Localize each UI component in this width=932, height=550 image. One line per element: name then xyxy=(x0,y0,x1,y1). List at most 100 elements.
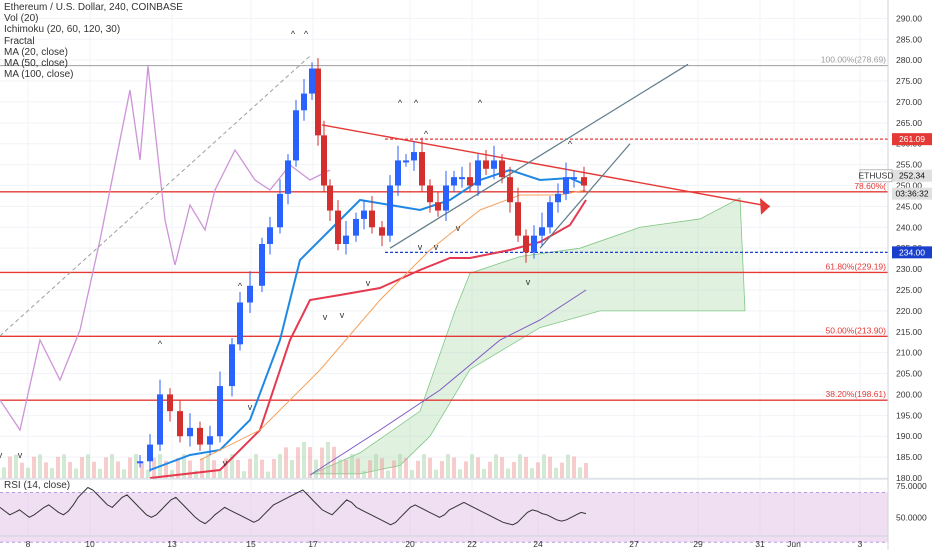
volume-bar xyxy=(296,447,300,478)
volume-bar xyxy=(356,458,360,478)
legend-item-ma100[interactable]: MA (100, close) xyxy=(4,69,74,81)
price-label-box xyxy=(892,246,932,259)
indicator-legend: Ethereum / U.S. Dollar, 240, COINBASE Vo… xyxy=(4,2,183,80)
fractal-up-marker: ^ xyxy=(158,339,163,349)
candle-body xyxy=(217,386,223,437)
time-tick-label: 20 xyxy=(405,539,415,549)
time-tick-label: 24 xyxy=(533,539,543,549)
price-tick-label: 280.00 xyxy=(896,55,922,65)
price-label-box xyxy=(892,133,932,146)
time-tick-label: 27 xyxy=(629,539,639,549)
candle-body xyxy=(229,344,235,387)
candle-body xyxy=(197,427,203,445)
candle-body xyxy=(237,302,243,345)
rsi-tick-label: 50.0000 xyxy=(896,512,927,522)
candle-body xyxy=(277,193,283,228)
price-tick-label: 195.00 xyxy=(896,410,922,420)
volume-bar xyxy=(20,462,24,478)
legend-item-ma50[interactable]: MA (50, close) xyxy=(4,58,68,70)
ma100-line xyxy=(309,289,587,476)
volume-bar xyxy=(104,457,108,478)
volume-bar xyxy=(458,469,462,478)
candle-body xyxy=(515,202,521,236)
candle-body xyxy=(403,160,409,163)
candle-body xyxy=(459,177,465,180)
candle-body xyxy=(467,177,473,186)
volume-bar xyxy=(464,461,468,478)
volume-bar xyxy=(446,454,450,478)
legend-item-ichimoku[interactable]: Ichimoku (20, 60, 120, 30) xyxy=(4,24,121,36)
candle-body xyxy=(157,394,163,445)
fib-label: 61.80%(229.19) xyxy=(826,261,887,271)
volume-bar xyxy=(554,467,558,478)
price-label-text: ETHUSD xyxy=(859,171,894,181)
candle-body xyxy=(475,160,481,186)
candlesticks xyxy=(137,58,587,472)
time-tick-label: 13 xyxy=(167,539,177,549)
price-label-text: 234.00 xyxy=(899,247,925,257)
fractal-down-marker: v xyxy=(323,312,328,322)
candle-body xyxy=(321,135,327,186)
volume-bar xyxy=(428,457,432,478)
ascending-trendline-2 xyxy=(539,143,631,249)
legend-item-fractal[interactable]: Fractal xyxy=(4,35,35,47)
fractal-up-marker: ^ xyxy=(304,29,309,39)
rsi-band xyxy=(0,492,888,543)
volume-bar xyxy=(494,454,498,478)
volume-bar xyxy=(404,458,408,478)
volume-bar xyxy=(176,458,180,478)
volume-bar xyxy=(506,468,510,478)
price-tick-label: 215.00 xyxy=(896,327,922,337)
volume-bar xyxy=(500,457,504,478)
ascending-trendline xyxy=(389,63,689,249)
price-tick-label: 290.00 xyxy=(896,13,922,23)
candle-body xyxy=(343,235,349,244)
volume-bar xyxy=(56,456,60,478)
volume-bar xyxy=(2,467,6,478)
rsi-pane xyxy=(0,478,932,543)
candle-body xyxy=(267,227,273,244)
rsi-tick-label: 75.0000 xyxy=(896,481,927,491)
volume-bar xyxy=(8,456,12,478)
candle-body xyxy=(555,193,561,203)
volume-bar xyxy=(512,462,516,478)
volume-bar xyxy=(392,460,396,478)
fractal-up-marker: ^ xyxy=(424,129,429,139)
candle-body xyxy=(315,68,321,136)
candle-body xyxy=(491,160,497,169)
price-tick-label: 180.00 xyxy=(896,473,922,483)
rsi-legend[interactable]: RSI (14, close) xyxy=(4,480,71,491)
volume-bar xyxy=(548,456,552,478)
candle-body xyxy=(395,160,401,186)
volume-bar xyxy=(254,454,258,478)
fib-label: 78.60%( xyxy=(854,181,886,191)
legend-item-ma20[interactable]: MA (20, close) xyxy=(4,46,68,58)
fractal-up-marker: ^ xyxy=(478,98,483,108)
legend-item-volume[interactable]: Vol (20) xyxy=(4,13,39,25)
fractal-down-marker: v xyxy=(434,242,439,252)
price-tick-label: 240.00 xyxy=(896,222,922,232)
fib-levels: 100.00%(278.69) 78.60%(61.80%(229.19) 50.0… xyxy=(0,55,888,401)
volume-bar xyxy=(122,469,126,478)
fractal-up-marker: ^ xyxy=(291,29,296,39)
time-axis: 8 10 13 15 17 20 22 24 27 29 31 Jun 3 xyxy=(26,539,863,549)
volume-bar xyxy=(62,454,66,478)
volume-bar xyxy=(134,454,138,478)
price-tick-label: 200.00 xyxy=(896,389,922,399)
fractal-up-marker: ^ xyxy=(568,139,573,149)
volume-bar xyxy=(26,467,30,478)
volume-bar xyxy=(524,456,528,478)
price-tick-label: 285.00 xyxy=(896,34,922,44)
volume-bar xyxy=(440,461,444,478)
candle-body xyxy=(137,461,143,464)
fractal-up-marker: ^ xyxy=(238,281,243,291)
legend-title[interactable]: Ethereum / U.S. Dollar, 240, COINBASE xyxy=(4,2,183,13)
volume-bar xyxy=(320,447,324,478)
candle-body xyxy=(247,285,253,303)
candle-body xyxy=(309,68,315,94)
fractal-up-marker: ^ xyxy=(414,98,419,108)
price-tick-label: 220.00 xyxy=(896,306,922,316)
volume-bar xyxy=(350,454,354,478)
volume-bar xyxy=(566,454,570,478)
